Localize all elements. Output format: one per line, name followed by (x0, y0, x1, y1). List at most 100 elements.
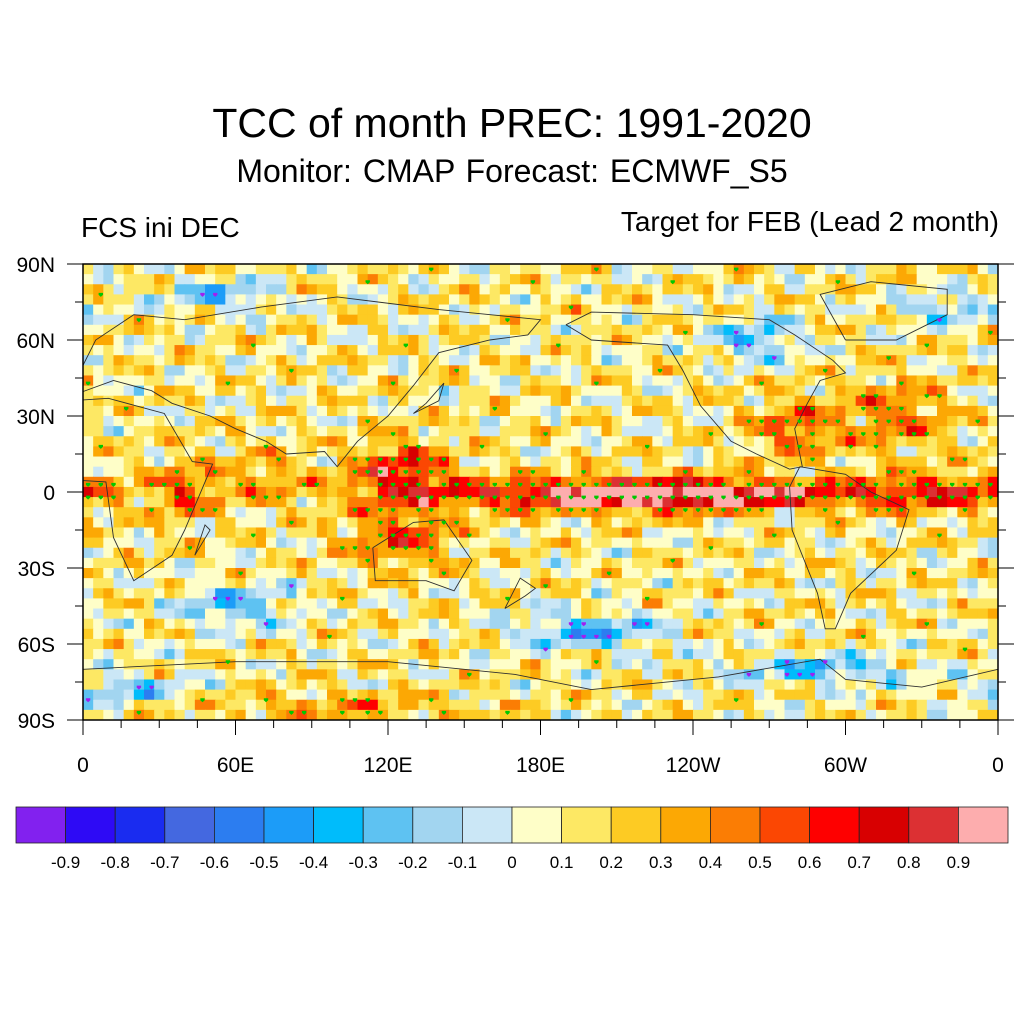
field-cell (937, 395, 948, 407)
field-cell (255, 578, 267, 589)
field-cell (591, 507, 603, 518)
field-cell (855, 598, 867, 610)
field-cell (703, 507, 714, 518)
field-cell (815, 527, 826, 539)
field-cell (398, 446, 409, 458)
positive-significance-marker (263, 698, 269, 703)
field-cell (103, 375, 115, 387)
field-cell (306, 426, 318, 437)
field-cell (693, 294, 704, 306)
field-cell (947, 588, 958, 599)
field-cell (377, 649, 389, 660)
field-cell (154, 365, 165, 377)
field-cell (621, 395, 633, 407)
field-cell (815, 507, 826, 518)
field-cell (662, 618, 674, 630)
field-cell (459, 405, 470, 417)
field-cell (571, 476, 582, 488)
field-cell (347, 659, 359, 670)
negative-significance-marker (238, 596, 243, 601)
field-cell (103, 436, 115, 447)
field-cell (642, 679, 653, 691)
field-cell (672, 436, 684, 447)
field-cell (754, 578, 765, 589)
field-cell (327, 395, 338, 407)
field-cell (266, 324, 277, 336)
field-cell (408, 476, 420, 488)
positive-significance-marker (352, 457, 358, 462)
field-cell (642, 517, 653, 529)
field-cell (510, 264, 521, 275)
field-cell (255, 557, 267, 569)
field-cell (784, 375, 796, 387)
field-cell (164, 618, 176, 630)
field-cell (327, 699, 338, 711)
field-cell (418, 709, 430, 720)
field-cell (255, 365, 267, 377)
field-cell (784, 416, 796, 427)
field-cell (113, 304, 125, 316)
field-cell (276, 426, 287, 437)
field-cell (906, 324, 918, 336)
field-cell (621, 649, 633, 660)
field-cell (754, 456, 765, 468)
positive-significance-marker (505, 508, 510, 513)
x-tick-label: 0 (77, 754, 89, 777)
field-cell (916, 476, 928, 488)
field-cell (764, 557, 775, 569)
field-cell (438, 345, 450, 356)
field-cell (723, 365, 735, 377)
field-cell (357, 598, 369, 610)
field-cell (682, 497, 694, 508)
field-cell (225, 649, 237, 660)
field-cell (926, 628, 938, 640)
field-cell (438, 628, 450, 640)
field-cell (194, 578, 206, 589)
field-cell (174, 304, 186, 316)
field-cell (154, 304, 165, 316)
field-cell (886, 294, 897, 306)
field-cell (642, 649, 653, 660)
field-cell (794, 264, 806, 275)
field-cell (571, 405, 582, 417)
field-cell (743, 355, 755, 366)
positive-significance-marker (174, 482, 180, 487)
field-cell (489, 699, 501, 711)
field-cell (794, 679, 806, 691)
field-cell (774, 618, 786, 630)
field-cell (367, 588, 379, 599)
field-cell (693, 284, 704, 295)
positive-significance-marker (568, 508, 574, 513)
positive-significance-marker (746, 419, 752, 424)
field-cell (784, 669, 796, 681)
field-cell (733, 345, 745, 356)
field-cell (144, 649, 155, 660)
field-cell (652, 618, 664, 630)
field-cell (296, 588, 308, 599)
field-cell (510, 618, 521, 630)
field-cell (672, 264, 684, 275)
field-cell (205, 345, 216, 356)
field-cell (977, 426, 989, 437)
field-cell (316, 355, 328, 366)
field-cell (449, 436, 460, 447)
field-cell (886, 274, 897, 285)
field-cell (723, 537, 735, 549)
field-cell (347, 375, 359, 387)
positive-significance-marker (950, 457, 955, 462)
field-cell (540, 314, 552, 326)
negative-significance-marker (746, 343, 752, 348)
field-cell (276, 284, 287, 295)
field-cell (469, 395, 481, 407)
field-cell (611, 517, 623, 529)
field-cell (733, 274, 745, 285)
field-cell (825, 638, 836, 650)
field-cell (682, 679, 694, 691)
field-cell (794, 466, 806, 478)
field-cell (459, 324, 470, 336)
field-cell (977, 416, 989, 427)
field-cell (347, 618, 359, 630)
field-cell (245, 456, 257, 468)
field-cell (977, 598, 989, 610)
field-cell (560, 649, 572, 660)
